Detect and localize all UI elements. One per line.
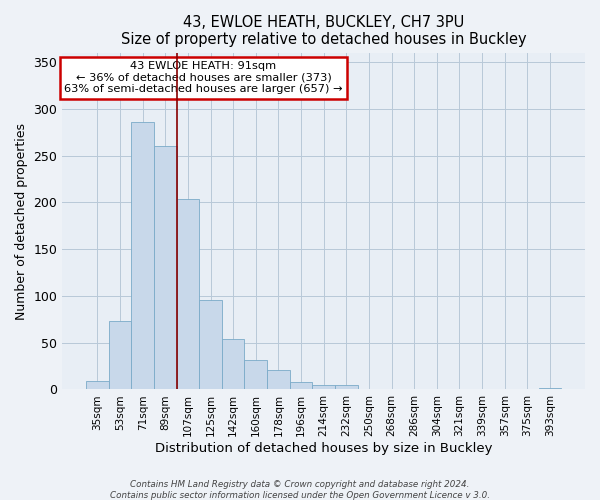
Bar <box>244 360 267 390</box>
Text: 43 EWLOE HEATH: 91sqm
← 36% of detached houses are smaller (373)
63% of semi-det: 43 EWLOE HEATH: 91sqm ← 36% of detached … <box>64 61 343 94</box>
Bar <box>131 122 154 390</box>
Bar <box>154 146 176 390</box>
Bar <box>290 382 313 390</box>
Bar <box>109 321 131 390</box>
Bar <box>222 339 244 390</box>
X-axis label: Distribution of detached houses by size in Buckley: Distribution of detached houses by size … <box>155 442 493 455</box>
Bar <box>86 381 109 390</box>
Text: Contains HM Land Registry data © Crown copyright and database right 2024.
Contai: Contains HM Land Registry data © Crown c… <box>110 480 490 500</box>
Bar <box>267 370 290 390</box>
Bar <box>335 385 358 390</box>
Y-axis label: Number of detached properties: Number of detached properties <box>15 122 28 320</box>
Title: 43, EWLOE HEATH, BUCKLEY, CH7 3PU
Size of property relative to detached houses i: 43, EWLOE HEATH, BUCKLEY, CH7 3PU Size o… <box>121 15 526 48</box>
Bar <box>539 388 561 390</box>
Bar <box>176 198 199 390</box>
Bar <box>199 300 222 390</box>
Bar <box>313 385 335 390</box>
